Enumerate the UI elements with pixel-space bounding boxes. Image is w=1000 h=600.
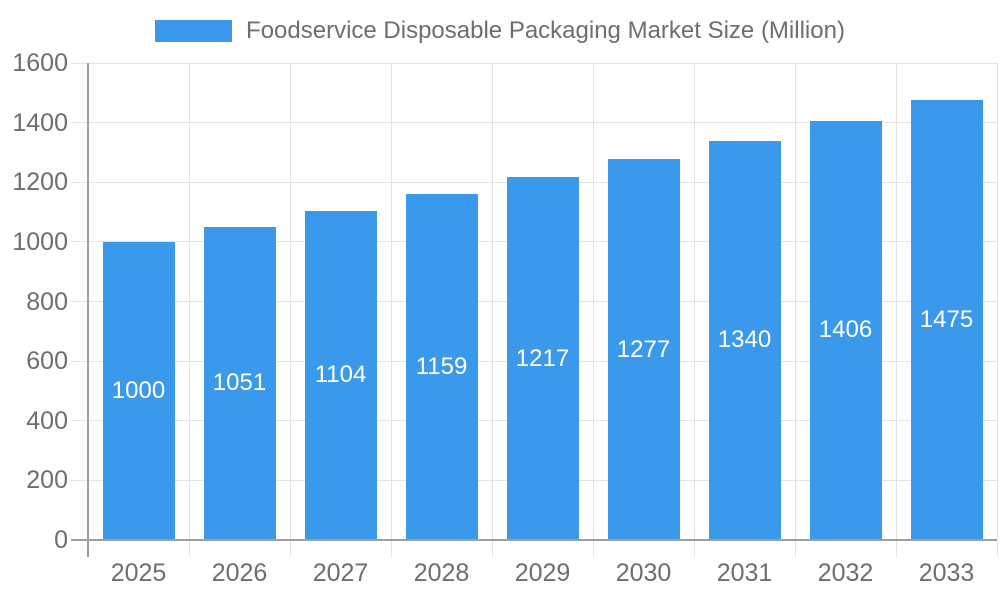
y-tick-mark — [71, 62, 88, 64]
x-tick-mark — [491, 540, 493, 557]
x-tick-mark — [87, 540, 89, 557]
v-gridline — [289, 63, 291, 540]
bar[interactable]: 1340 — [708, 140, 781, 540]
x-tick-mark — [794, 540, 796, 557]
v-gridline — [996, 63, 998, 540]
bar-value-label: 1475 — [919, 306, 974, 334]
bar[interactable]: 1217 — [506, 177, 579, 540]
y-axis-tick-label: 1200 — [12, 168, 68, 197]
x-axis-tick-label: 2025 — [110, 559, 167, 587]
x-axis-tick-label: 2028 — [413, 559, 470, 587]
y-axis-tick-label: 800 — [26, 287, 68, 316]
y-tick-mark — [71, 122, 88, 124]
x-axis-tick-label: 2030 — [615, 559, 672, 587]
x-axis-tick-label: 2033 — [918, 559, 975, 587]
h-gridline — [88, 122, 997, 124]
bar-value-label: 1159 — [415, 353, 468, 381]
y-axis-tick-label: 400 — [26, 406, 68, 435]
bar-value-label: 1051 — [212, 369, 267, 397]
bar[interactable]: 1051 — [203, 226, 276, 540]
bar[interactable]: 1159 — [405, 194, 478, 540]
x-axis-tick-label: 2031 — [716, 559, 773, 587]
y-axis-tick-label: 1400 — [12, 108, 68, 137]
bar[interactable]: 1104 — [304, 210, 377, 540]
bar[interactable]: 1475 — [910, 100, 983, 540]
y-tick-mark — [71, 241, 88, 243]
v-gridline — [390, 63, 392, 540]
x-tick-mark — [390, 540, 392, 557]
y-axis-tick-label: 200 — [26, 466, 68, 495]
legend-item[interactable]: Foodservice Disposable Packaging Market … — [155, 18, 845, 44]
y-tick-mark — [71, 181, 88, 183]
bar-value-label: 1217 — [515, 344, 570, 372]
x-axis-tick-label: 2032 — [817, 559, 874, 587]
bar-value-label: 1104 — [314, 361, 367, 389]
x-tick-mark — [188, 540, 190, 557]
bar[interactable]: 1406 — [809, 120, 882, 540]
y-tick-mark — [71, 360, 88, 362]
x-axis-line — [88, 539, 997, 541]
bar-value-label: 1340 — [717, 326, 772, 354]
v-gridline — [895, 63, 897, 540]
y-tick-mark — [71, 420, 88, 422]
x-tick-mark — [289, 540, 291, 557]
v-gridline — [693, 63, 695, 540]
v-gridline — [491, 63, 493, 540]
chart-title: Foodservice Disposable Packaging Market … — [246, 17, 845, 44]
h-gridline — [88, 62, 997, 64]
y-tick-mark — [71, 479, 88, 481]
y-axis-line — [87, 63, 89, 540]
legend-swatch — [155, 20, 233, 42]
bar[interactable]: 1277 — [607, 159, 680, 540]
bar-value-label: 1277 — [616, 335, 671, 363]
x-tick-mark — [895, 540, 897, 557]
legend: Foodservice Disposable Packaging Market … — [0, 18, 1000, 44]
x-axis-tick-label: 2029 — [514, 559, 571, 587]
y-tick-mark — [71, 301, 88, 302]
y-axis-tick-label: 1600 — [12, 49, 68, 77]
v-gridline — [592, 63, 594, 540]
v-gridline — [794, 63, 796, 540]
x-tick-mark — [996, 540, 998, 557]
bar-value-label: 1000 — [111, 376, 166, 404]
x-axis-tick-label: 2026 — [211, 559, 268, 587]
plot-area: 1000 1051 1104 1159 1217 1277 1340 1406 1475 — [87, 62, 998, 541]
v-gridline — [188, 63, 190, 540]
bar-value-label: 1406 — [818, 316, 873, 344]
y-axis-tick-label: 600 — [26, 347, 68, 376]
x-axis-tick-label: 2027 — [312, 559, 369, 587]
bar[interactable]: 1000 — [102, 241, 175, 540]
x-tick-mark — [592, 540, 594, 557]
x-tick-mark — [693, 540, 695, 557]
y-tick-mark — [71, 539, 88, 541]
y-axis-tick-label: 1000 — [12, 227, 68, 256]
y-axis-tick-label: 0 — [54, 526, 68, 554]
